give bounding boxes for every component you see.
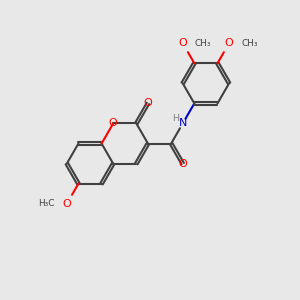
Text: H₃C: H₃C [38, 199, 55, 208]
Text: CH₃: CH₃ [242, 39, 258, 48]
Text: N: N [178, 118, 187, 128]
Text: O: O [178, 159, 187, 169]
Text: CH₃: CH₃ [195, 39, 211, 48]
Text: H: H [172, 113, 179, 122]
Text: O: O [178, 38, 187, 48]
Text: O: O [144, 98, 152, 108]
Text: O: O [62, 199, 71, 209]
Text: O: O [225, 38, 233, 48]
Text: O: O [109, 118, 118, 128]
